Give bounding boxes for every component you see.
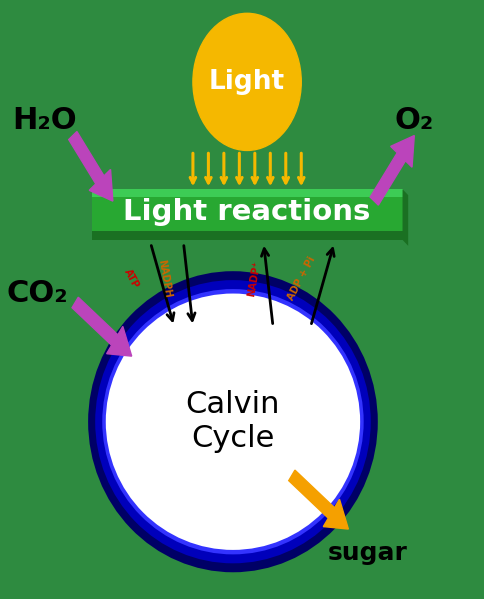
FancyBboxPatch shape xyxy=(91,189,403,240)
Ellipse shape xyxy=(95,280,371,563)
Text: NADP⁺: NADP⁺ xyxy=(246,260,262,297)
Text: ATP: ATP xyxy=(122,267,141,290)
Polygon shape xyxy=(403,189,408,246)
Ellipse shape xyxy=(102,289,363,555)
Text: Calvin
Cycle: Calvin Cycle xyxy=(186,391,280,453)
FancyArrow shape xyxy=(69,132,113,201)
Text: NADPH: NADPH xyxy=(156,259,173,299)
Text: O₂: O₂ xyxy=(394,106,434,135)
Text: H₂O: H₂O xyxy=(12,106,77,135)
FancyArrow shape xyxy=(72,297,132,356)
Text: Light reactions: Light reactions xyxy=(123,198,371,226)
FancyArrow shape xyxy=(289,470,348,529)
FancyBboxPatch shape xyxy=(91,189,403,197)
Text: sugar: sugar xyxy=(327,541,407,565)
Text: Light: Light xyxy=(209,69,285,95)
Ellipse shape xyxy=(106,294,360,550)
FancyBboxPatch shape xyxy=(91,231,403,240)
Ellipse shape xyxy=(88,271,378,572)
Text: ADP + Pi: ADP + Pi xyxy=(286,255,317,302)
FancyArrow shape xyxy=(370,135,414,205)
Text: CO₂: CO₂ xyxy=(7,279,68,308)
Circle shape xyxy=(193,13,301,150)
